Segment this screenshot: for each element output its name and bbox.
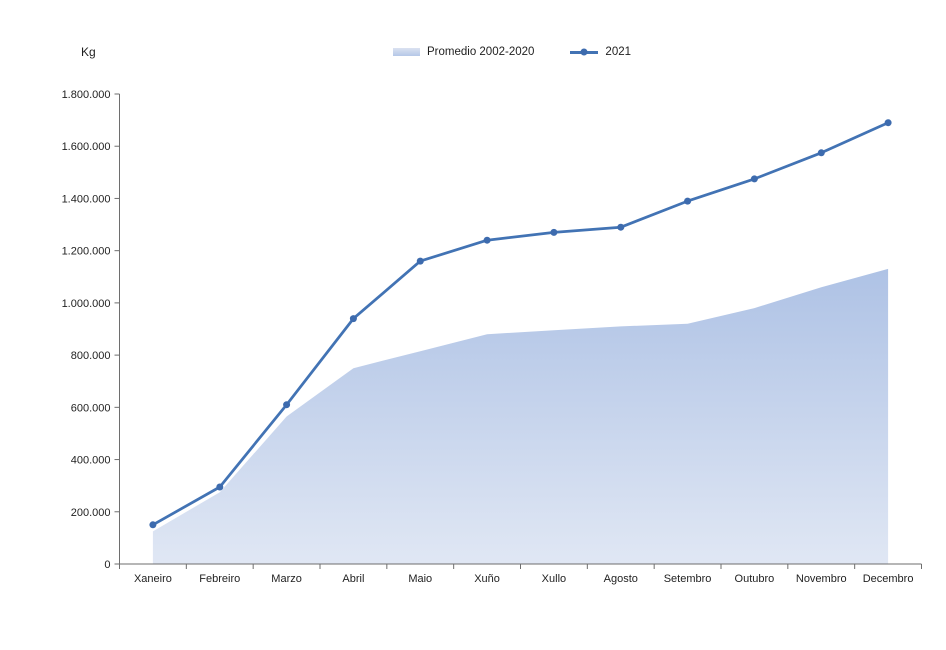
chart-legend: Promedio 2002-2020 2021 <box>393 46 631 58</box>
data-point-marker-xuño <box>483 236 491 244</box>
data-point-marker-marzo <box>283 401 291 409</box>
x-tick-label: Xullo <box>542 573 566 585</box>
legend-label-promedio: Promedio 2002-2020 <box>427 46 535 58</box>
legend-item-2021: 2021 <box>570 46 631 58</box>
data-point-marker-setembro <box>684 197 692 205</box>
x-tick-label: Xaneiro <box>134 573 172 585</box>
y-tick-label: 600.000 <box>71 402 111 414</box>
y-tick-label: 800.000 <box>71 350 111 362</box>
data-point-marker-novembro <box>817 149 825 157</box>
x-tick-label: Novembro <box>796 573 847 585</box>
x-tick-label: Outubro <box>735 573 775 585</box>
x-tick-label: Marzo <box>271 573 302 585</box>
data-point-marker-febreiro <box>216 483 224 491</box>
x-tick-label: Decembro <box>863 573 914 585</box>
y-tick-label: 0 <box>104 559 110 571</box>
x-tick-label: Setembro <box>664 573 712 585</box>
data-point-marker-xullo <box>550 228 558 236</box>
y-tick-label: 1.200.000 <box>62 246 111 258</box>
legend-label-2021: 2021 <box>605 46 632 58</box>
data-point-marker-decembro <box>884 119 892 127</box>
data-point-marker-abril <box>349 315 357 323</box>
y-tick-label: 200.000 <box>71 507 111 519</box>
y-tick-label: 400.000 <box>71 455 111 467</box>
y-tick-label: 1.400.000 <box>62 193 111 205</box>
y-tick-label: 1.000.000 <box>62 298 111 310</box>
data-point-marker-xaneiro <box>149 521 157 529</box>
x-tick-label: Xuño <box>474 573 500 585</box>
data-point-marker-outubro <box>750 175 758 183</box>
y-tick-label: 1.800.000 <box>62 89 111 101</box>
y-axis-title: Kg <box>81 45 96 59</box>
data-point-marker-maio <box>416 257 424 265</box>
area-swatch-icon <box>393 48 420 56</box>
x-tick-label: Agosto <box>604 573 638 585</box>
line-series-2021 <box>151 121 890 527</box>
line-marker-icon <box>570 48 599 57</box>
data-point-marker-agosto <box>617 223 625 231</box>
x-tick-label: Abril <box>342 573 364 585</box>
area-series-promedio <box>152 268 889 564</box>
y-tick-label: 1.600.000 <box>62 141 111 153</box>
x-tick-label: Maio <box>408 573 432 585</box>
x-tick-label: Febreiro <box>199 573 240 585</box>
legend-item-promedio: Promedio 2002-2020 <box>393 46 534 58</box>
